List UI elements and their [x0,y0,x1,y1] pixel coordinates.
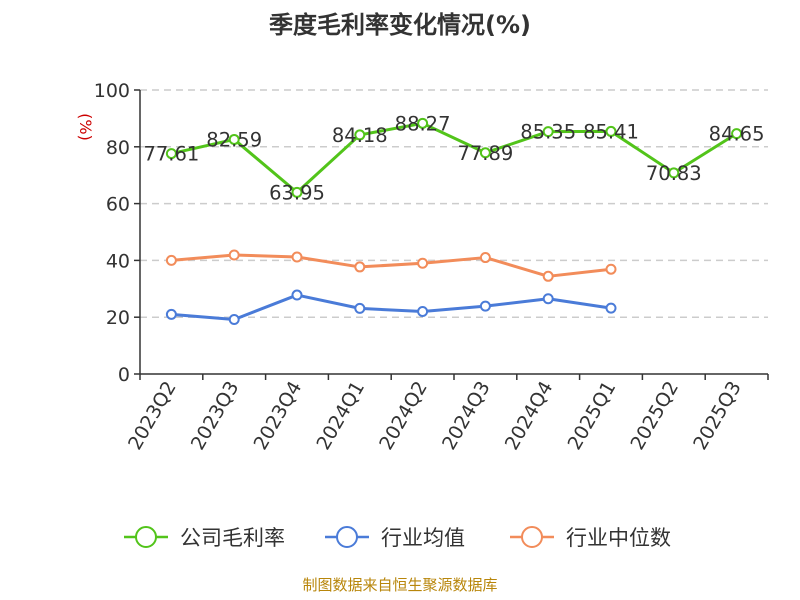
legend-item[interactable]: 行业中位数 [510,526,671,550]
legend-label: 行业均值 [381,526,465,550]
y-tick-label: 60 [106,194,130,216]
data-label: 85.41 [583,120,639,143]
data-point[interactable] [165,308,177,320]
x-tick-label: 2025Q2 [626,378,683,454]
data-labels: 77.61 82.59 63.95 84.18 88.27 77.89 85.35 85.41… [143,112,764,204]
data-point[interactable] [354,302,366,314]
data-point[interactable] [354,129,366,141]
data-point[interactable] [542,270,554,282]
x-tick-label: 2025Q1 [564,378,621,454]
legend-item[interactable]: 行业均值 [325,526,465,550]
y-tick-label: 0 [118,364,130,386]
series-line [171,293,612,321]
series-line [171,121,738,194]
grid [140,89,768,318]
data-point[interactable] [731,128,743,140]
data-point[interactable] [228,133,240,145]
data-point[interactable] [165,148,177,160]
data-point[interactable] [417,306,429,318]
x-tick-label: 2023Q2 [124,378,181,454]
series [165,117,743,325]
data-point[interactable] [291,186,303,198]
legend-swatch-marker [336,526,358,548]
x-tick-label: 2024Q3 [438,378,495,454]
y-tick-label: 40 [106,250,130,272]
data-point[interactable] [605,302,617,314]
y-tick-label: 20 [106,307,130,329]
legend-label: 公司毛利率 [180,526,285,550]
data-point[interactable] [417,117,429,129]
data-point[interactable] [165,254,177,266]
chart-title: 季度毛利率变化情况(%) [269,11,531,39]
data-label: 77.89 [457,142,513,165]
data-point[interactable] [479,252,491,264]
x-tick-label: 2024Q4 [501,378,558,454]
data-label: 88.27 [395,112,451,135]
legend-swatch-marker [521,526,543,548]
data-point[interactable] [605,263,617,275]
data-point[interactable] [228,313,240,325]
source-note: 制图数据来自恒生聚源数据库 [302,576,497,594]
series-line [171,253,612,278]
data-label: 84.18 [332,124,388,147]
data-point[interactable] [542,293,554,305]
data-point[interactable] [354,261,366,273]
data-point[interactable] [542,126,554,138]
x-tick-label: 2024Q2 [375,378,432,454]
y-axis-label: (%) [76,113,95,141]
data-point[interactable] [291,251,303,263]
data-label: 85.35 [520,121,576,144]
legend-item[interactable]: 公司毛利率 [124,526,285,550]
data-point[interactable] [291,289,303,301]
legend-label: 行业中位数 [566,526,671,550]
data-point[interactable] [479,147,491,159]
data-point[interactable] [605,125,617,137]
data-label: 84.65 [709,123,765,146]
data-point[interactable] [668,167,680,179]
data-point[interactable] [228,249,240,261]
y-tick-label: 80 [106,137,130,159]
data-point[interactable] [479,300,491,312]
x-tick-label: 2023Q4 [250,378,307,454]
x-tick-label: 2024Q1 [312,378,369,454]
x-tick-label: 2025Q3 [689,378,746,454]
y-tick-label: 100 [94,80,130,102]
data-point[interactable] [417,257,429,269]
data-label: 77.61 [143,143,199,166]
data-label: 70.83 [646,162,702,185]
data-label: 82.59 [206,128,262,151]
x-tick-label: 2023Q3 [187,378,244,454]
data-label: 63.95 [269,181,325,204]
legend-swatch-marker [135,526,157,548]
legend[interactable]: 公司毛利率 行业均值 行业中位数 [124,526,671,550]
